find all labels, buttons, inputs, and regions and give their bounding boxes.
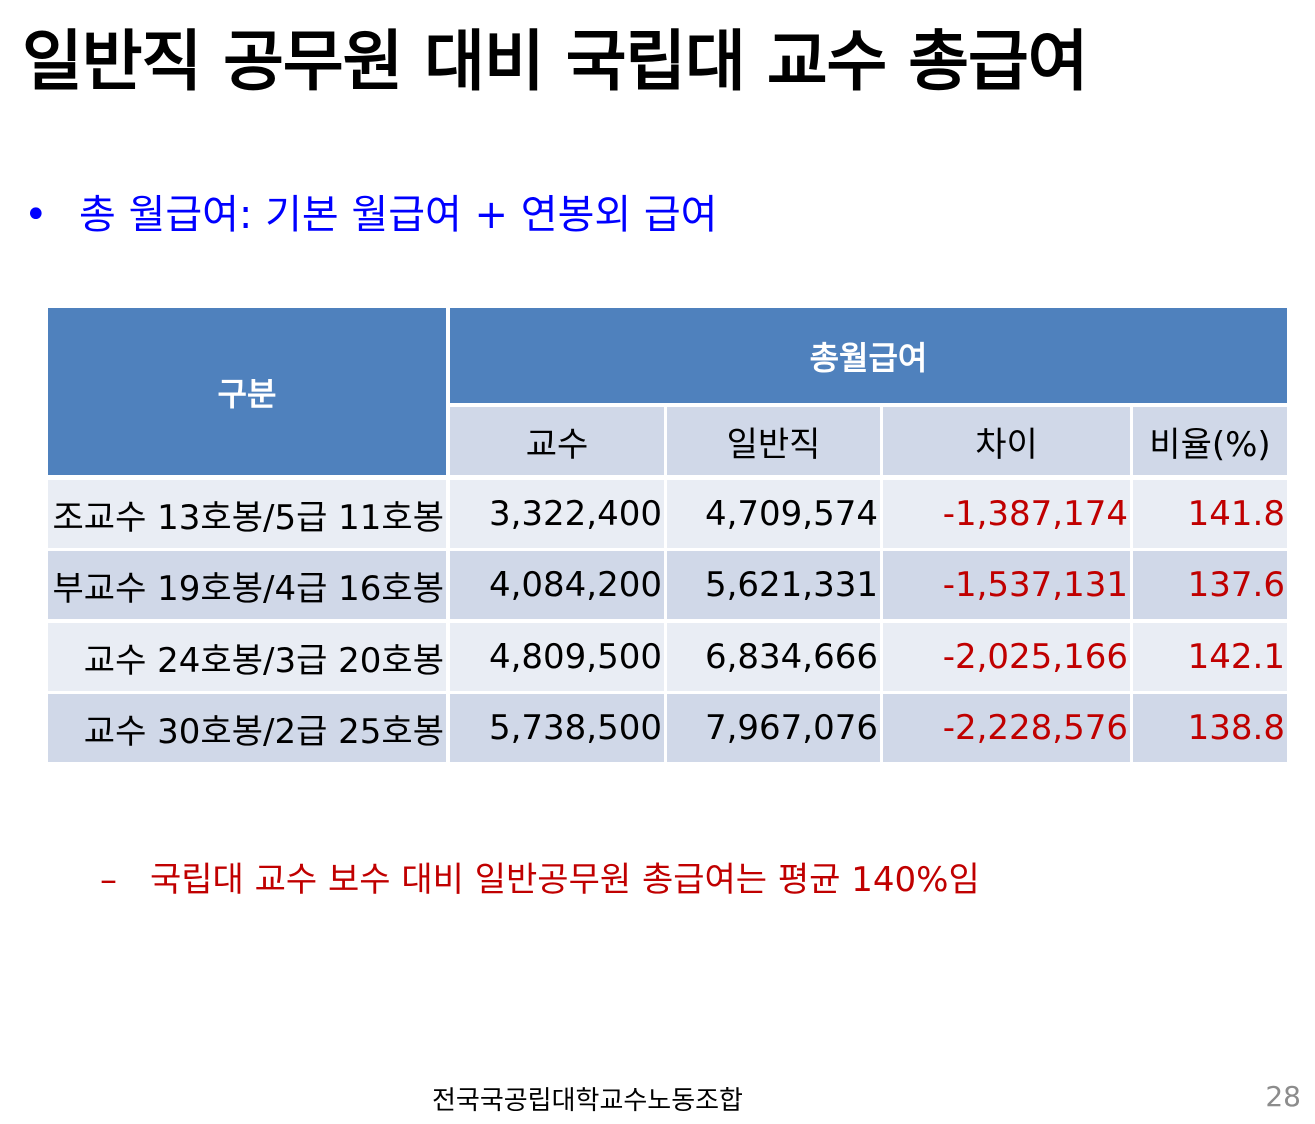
table-cell: 7,967,076 [667,694,880,762]
column-header: 비율(%) [1133,407,1287,475]
table-cell: 5,738,500 [450,694,664,762]
row-label: 부교수 19호봉/4급 16호봉 [48,551,446,619]
note: – 국립대 교수 보수 대비 일반공무원 총급여는 평균 140%임 [100,852,980,901]
slide-title: 일반직 공무원 대비 국립대 교수 총급여 [22,23,1088,100]
table-cell: 5,621,331 [667,551,880,619]
table-cell: -2,025,166 [883,623,1130,691]
bullet-item: • 총 월급여: 기본 월급여 + 연봉외 급여 [24,182,717,240]
row-label: 교수 24호봉/3급 20호봉 [48,623,446,691]
table-cell: -1,537,131 [883,551,1130,619]
row-label: 교수 30호봉/2급 25호봉 [48,694,446,762]
header-group: 총월급여 [450,308,1287,403]
header-category: 구분 [48,308,446,475]
column-header: 일반직 [667,407,880,475]
row-label: 조교수 13호봉/5급 11호봉 [48,480,446,548]
table-cell: 6,834,666 [667,623,880,691]
table-cell: 142.1 [1133,623,1287,691]
table-cell: 4,084,200 [450,551,664,619]
page-number: 28 [1265,1080,1301,1113]
table-cell: 141.8 [1133,480,1287,548]
table-cell: 3,322,400 [450,480,664,548]
column-header: 교수 [450,407,664,475]
table-cell: 4,709,574 [667,480,880,548]
bullet-text: 총 월급여: 기본 월급여 + 연봉외 급여 [79,192,718,238]
note-marker: – [100,860,117,900]
table-cell: 4,809,500 [450,623,664,691]
footer-organization: 전국국공립대학교수노동조합 [432,1086,743,1116]
note-text: 국립대 교수 보수 대비 일반공무원 총급여는 평균 140%임 [150,860,980,900]
table-cell: -1,387,174 [883,480,1130,548]
table-cell: -2,228,576 [883,694,1130,762]
table-cell: 138.8 [1133,694,1287,762]
column-header: 차이 [883,407,1130,475]
table-cell: 137.6 [1133,551,1287,619]
bullet-marker: • [24,192,48,238]
